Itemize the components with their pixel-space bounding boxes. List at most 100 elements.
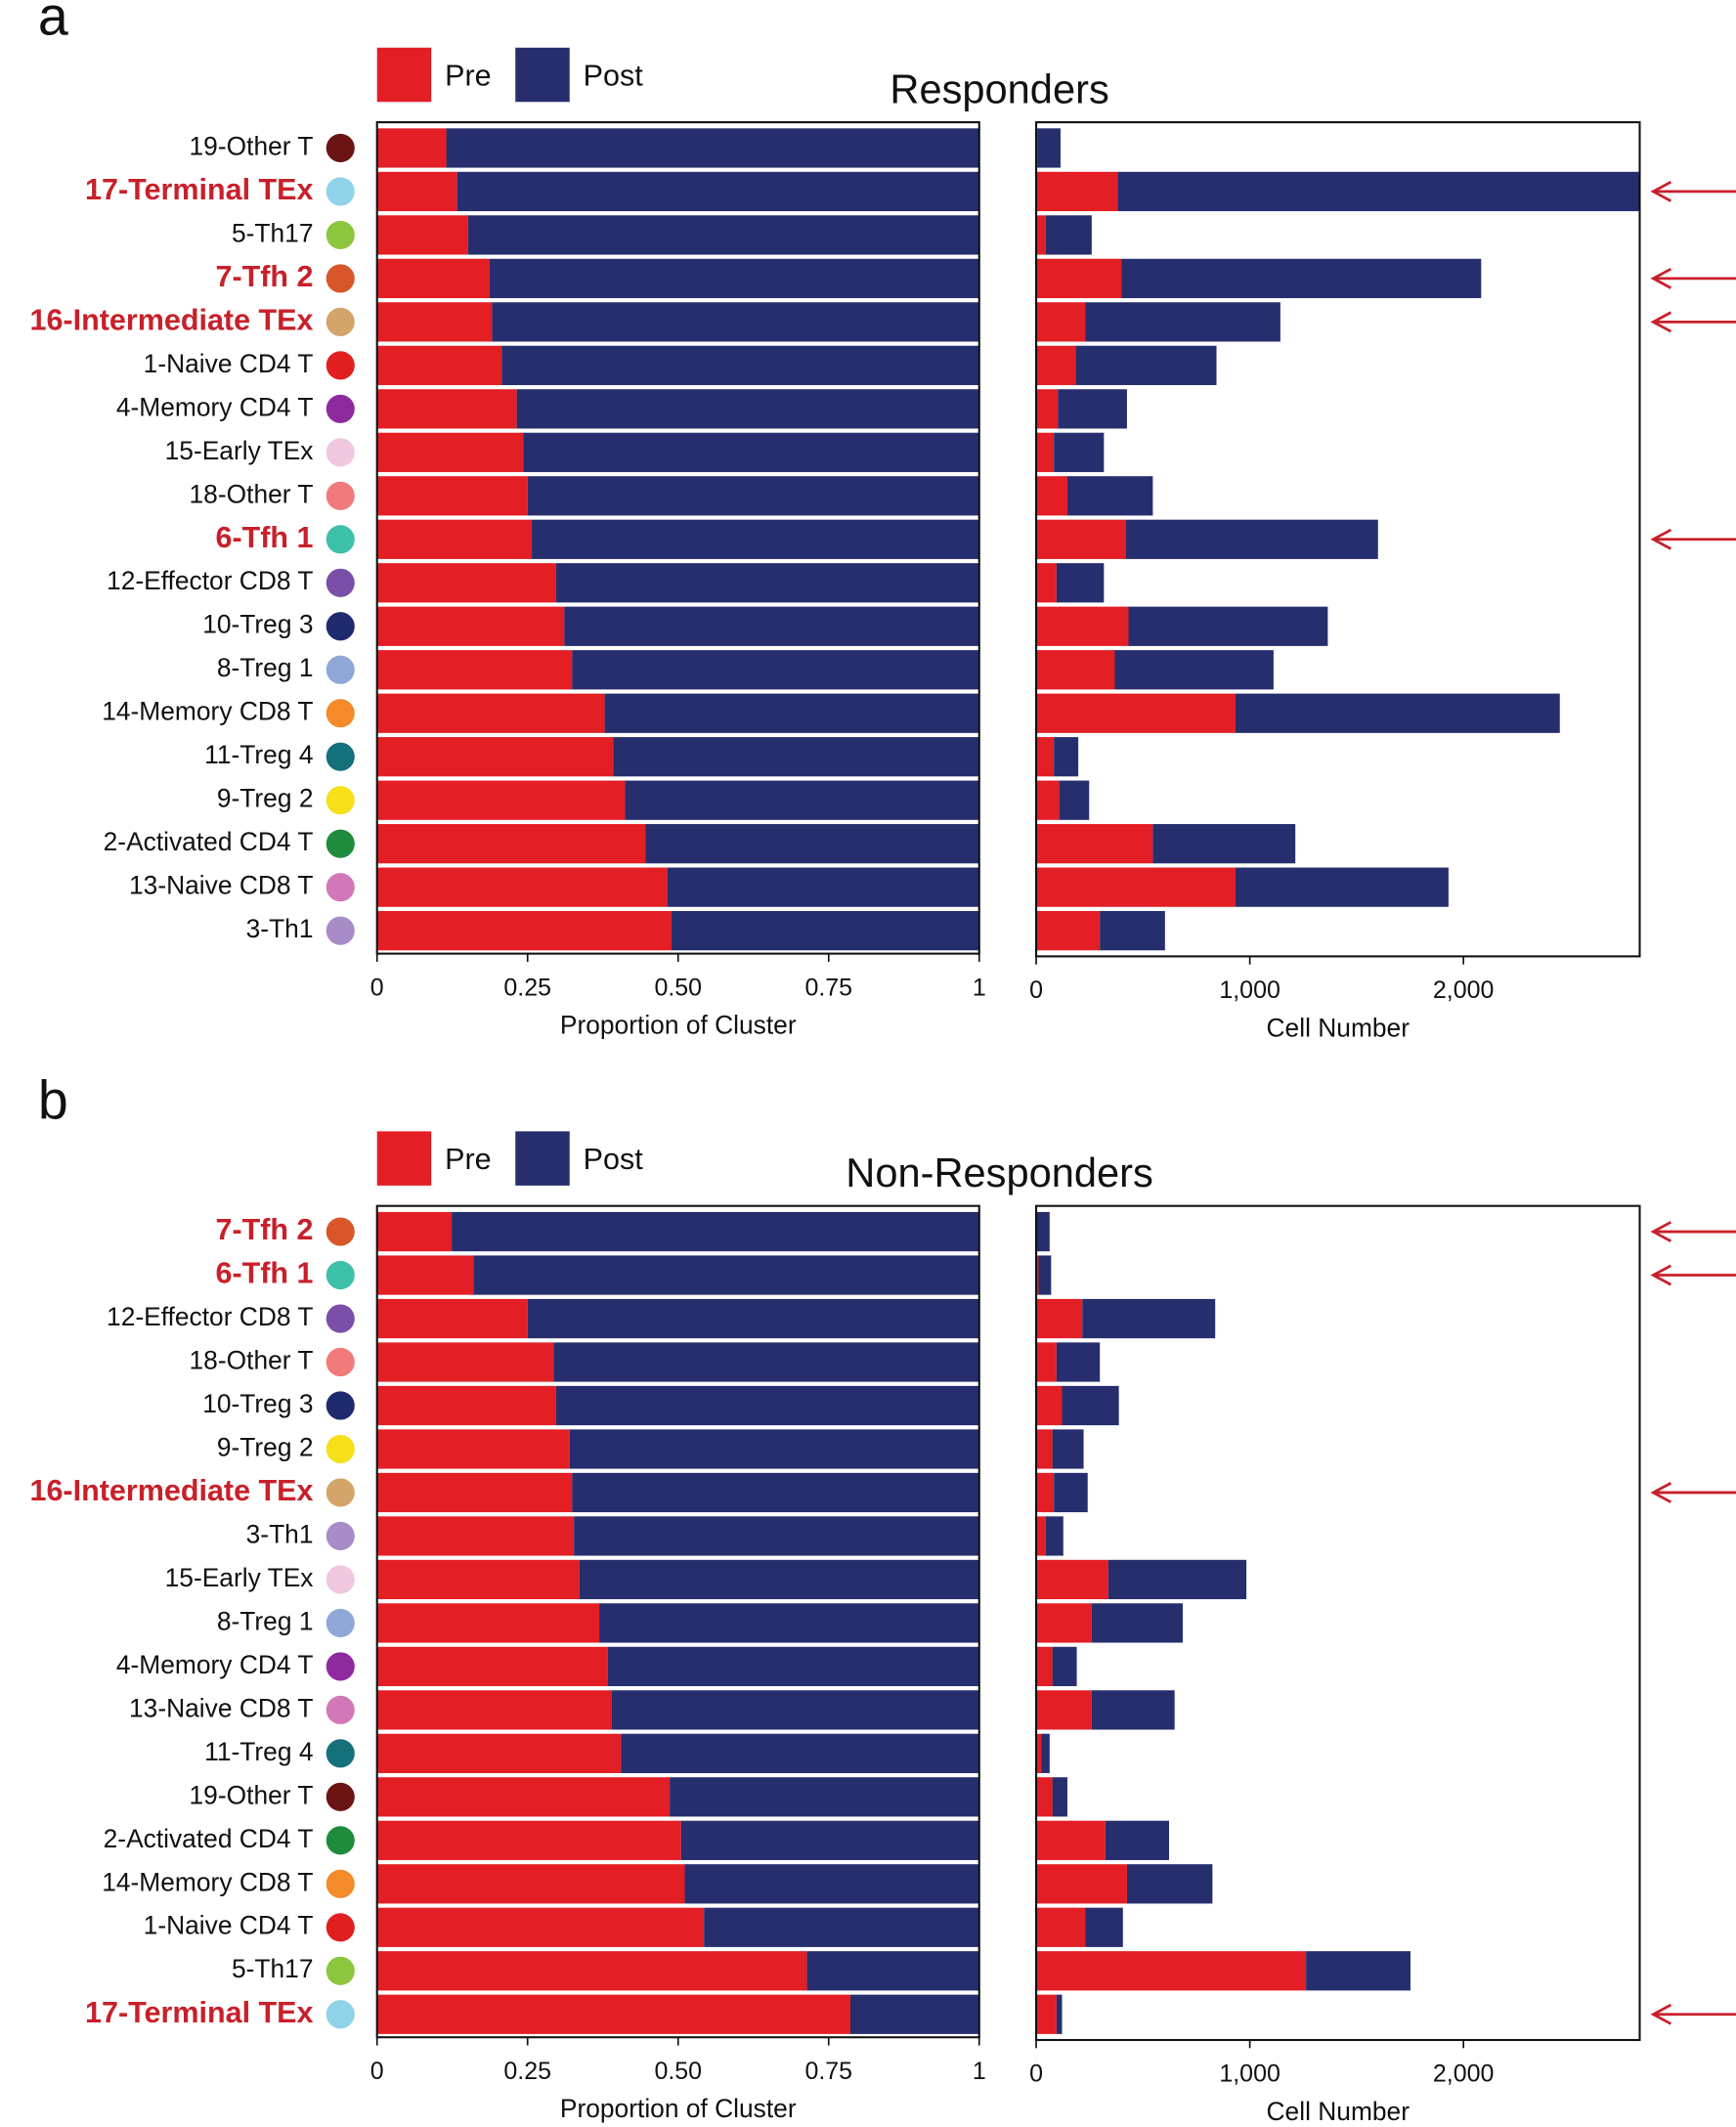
bar-segment [1036,258,1122,299]
x-tick-label: 0.50 [654,2058,702,2085]
category-label: 2-Activated CD4 T [104,1824,314,1853]
category-label: 10-Treg 3 [202,1389,313,1418]
bar-segment [1036,1690,1092,1730]
bar-segment [569,1429,979,1469]
bar-segment [527,476,979,516]
bar-segment [1059,780,1090,820]
bar-segment [376,1472,573,1513]
cluster-dot [326,1739,355,1768]
x-tick-label: 0.75 [804,2058,852,2085]
cluster-dot [326,177,355,206]
bar-segment [1052,1646,1077,1687]
cluster-dot [326,1695,355,1724]
category-label: 11-Treg 4 [204,740,313,769]
bar-segment [670,1777,979,1817]
x-tick-label: 0 [370,2058,384,2085]
category-label: 8-Treg 1 [217,1606,314,1635]
legend-label: Pre [445,59,491,92]
bar-segment [671,911,979,951]
bar-segment [1036,1559,1108,1600]
bar-segment [376,1907,705,1947]
bar-segment [1036,606,1129,646]
x-tick-label: 0 [370,974,384,1001]
bar-segment [1036,1429,1053,1469]
bar-segment [1125,519,1378,559]
plot-frame [1035,1204,1641,2042]
cluster-dot [326,1608,355,1637]
bar-segment [376,1429,570,1469]
bar-segment [376,1342,554,1382]
cluster-dot [326,1347,355,1377]
bar-segment [684,1864,979,1904]
bar-segment [613,737,979,777]
bar-segment [467,215,979,255]
bar-segment [1091,1603,1183,1643]
bar-segment [572,650,979,690]
cluster-dot [326,1652,355,1681]
cluster-dot [326,699,355,728]
cluster-dot [326,1913,355,1942]
bar-segment [1306,1951,1410,1991]
bar-segment [1036,345,1076,385]
bar-segment [621,1733,979,1773]
bar-segment [1045,215,1092,255]
plot-frame [1035,121,1641,958]
bar-segment [667,867,979,907]
bar-segment [1036,867,1236,907]
category-label: 6-Tfh 1 [215,521,313,554]
bar-segment [516,389,979,429]
bar-segment [446,128,979,168]
x-tick-label: 1,000 [1219,2061,1280,2088]
bar-segment [501,345,979,385]
category-label: 19-Other T [190,1780,314,1809]
cluster-dot [326,394,355,423]
bar-segment [1041,1733,1050,1773]
bar-segment [574,1516,979,1556]
bar-segment [376,1646,608,1687]
bar-segment [492,302,979,342]
category-label: 1-Naive CD4 T [144,1911,314,1940]
bar-segment [1036,1385,1063,1426]
bar-segment [607,1646,979,1687]
bar-segment [645,824,979,864]
x-tick-label: 0.25 [503,974,551,1001]
cluster-dot [326,1869,355,1898]
bar-segment [452,1211,979,1252]
bar-segment [1056,563,1105,603]
panel-label: b [38,1069,68,1130]
bar-segment [376,1690,612,1730]
bar-segment [376,1385,556,1426]
bar-segment [1036,563,1057,603]
category-label: 3-Th1 [246,914,314,943]
bar-segment [376,693,605,733]
category-label: 4-Memory CD4 T [116,392,314,421]
bar-segment [1117,171,1640,212]
cluster-dot [326,264,355,293]
x-tick-label: 1 [973,2058,986,2085]
bar-segment [680,1820,979,1860]
bar-segment [376,867,668,907]
category-label: 18-Other T [190,1345,314,1374]
bar-segment [1037,128,1061,168]
bar-segment [376,606,565,646]
category-label: 2-Activated CD4 T [104,827,314,856]
legend-label: Post [584,1143,644,1176]
category-label: 17-Terminal TEx [85,1996,313,2029]
bar-segment [611,1690,979,1730]
x-tick-label: 2,000 [1433,2061,1494,2088]
cluster-dot [326,481,355,510]
x-tick-label: 0.75 [804,974,852,1001]
bar-segment [1091,1690,1175,1730]
legend-swatch [515,1131,570,1186]
bar-segment [376,1864,685,1904]
cluster-dot [326,786,355,815]
category-label: 6-Tfh 1 [215,1257,313,1290]
bar-segment [1126,1864,1213,1904]
chart-title: Responders [890,66,1108,112]
legend-label: Pre [445,1143,491,1176]
bar-segment [1036,1777,1053,1817]
bar-segment [1075,345,1217,385]
bar-segment [376,780,626,820]
category-label: 14-Memory CD8 T [102,697,313,726]
bar-segment [376,171,457,212]
